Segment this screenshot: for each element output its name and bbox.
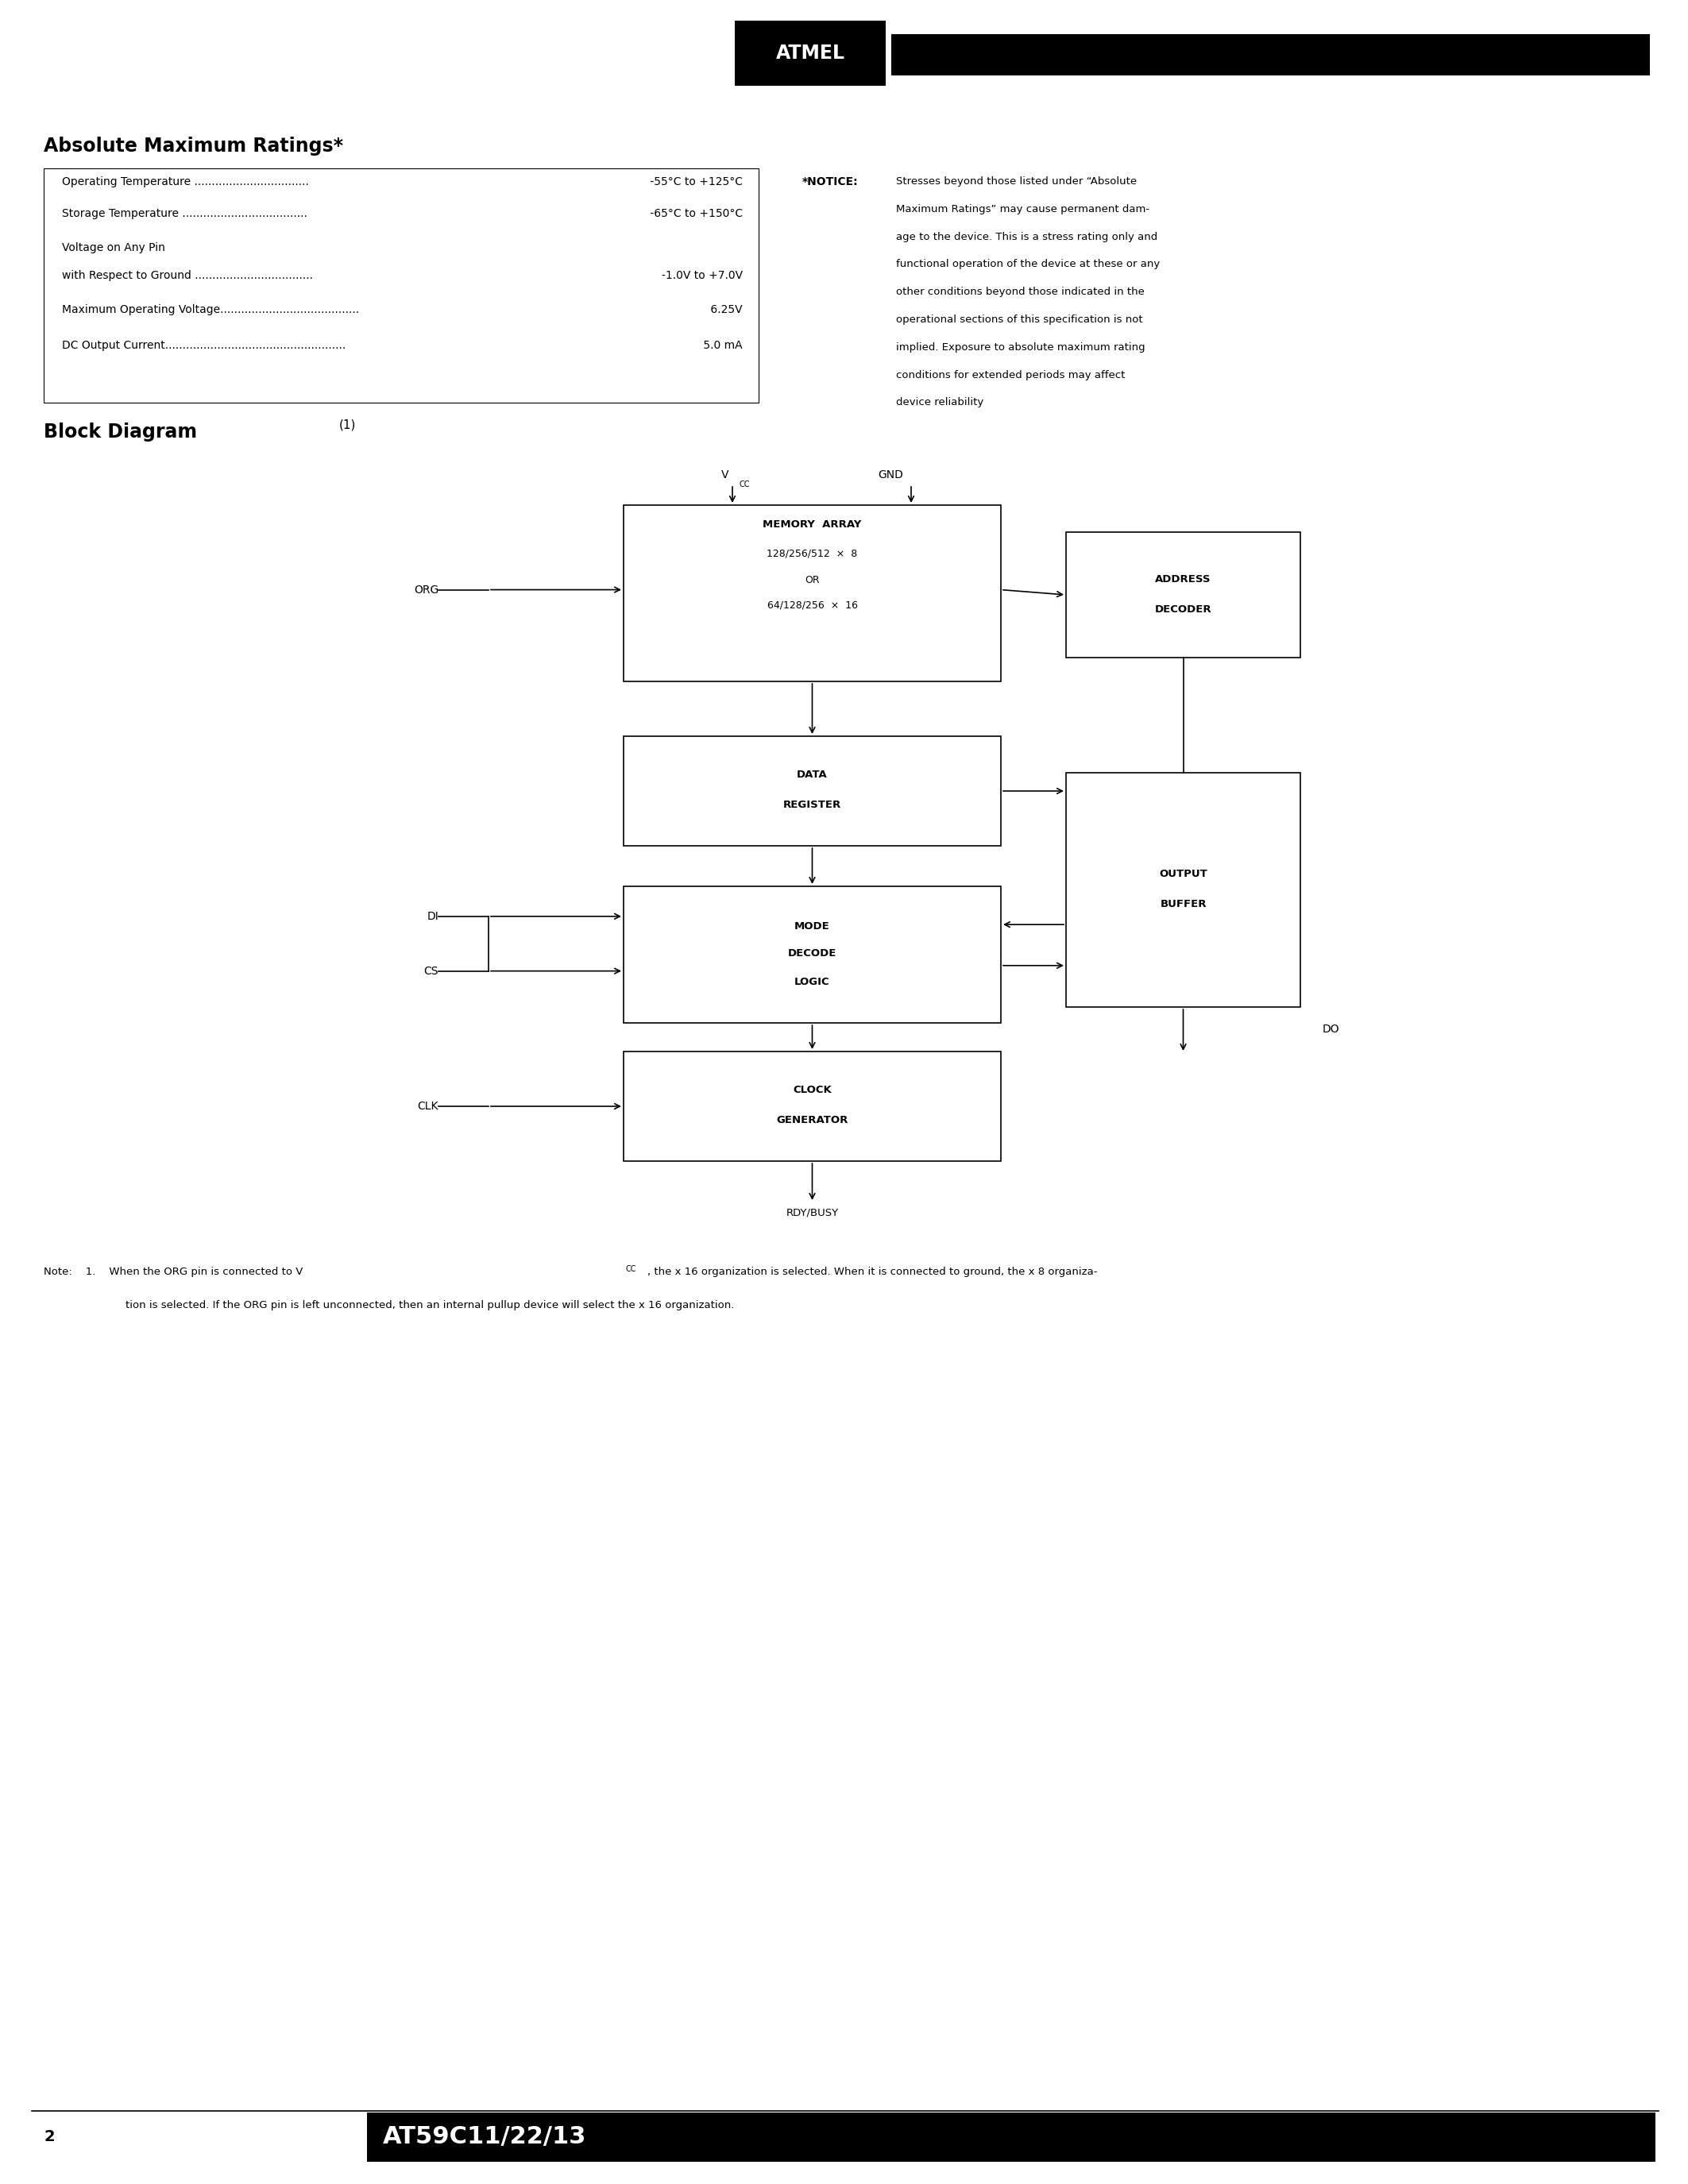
Text: MEMORY  ARRAY: MEMORY ARRAY xyxy=(763,520,861,531)
Text: Absolute Maximum Ratings*: Absolute Maximum Ratings* xyxy=(44,138,343,155)
Text: other conditions beyond those indicated in the: other conditions beyond those indicated … xyxy=(896,286,1144,297)
Text: 128/256/512  ×  8: 128/256/512 × 8 xyxy=(766,548,858,559)
Text: Maximum Operating Voltage........................................: Maximum Operating Voltage...............… xyxy=(62,304,360,314)
Text: 5.0 mA: 5.0 mA xyxy=(701,341,743,352)
Text: DI: DI xyxy=(427,911,439,922)
Text: device reliability: device reliability xyxy=(896,397,984,408)
Bar xyxy=(1067,773,1300,1007)
Text: LOGIC: LOGIC xyxy=(795,976,830,987)
Text: *NOTICE:: *NOTICE: xyxy=(802,177,859,188)
Text: (1): (1) xyxy=(339,419,356,430)
Text: Stresses beyond those listed under “Absolute: Stresses beyond those listed under “Abso… xyxy=(896,177,1136,186)
Text: RDY/BUSY: RDY/BUSY xyxy=(787,1208,839,1216)
Text: CS: CS xyxy=(424,965,439,976)
Text: 64/128/256  ×  16: 64/128/256 × 16 xyxy=(766,601,858,612)
Text: Note:    1.    When the ORG pin is connected to V: Note: 1. When the ORG pin is connected t… xyxy=(44,1267,302,1278)
Text: BUFFER: BUFFER xyxy=(1160,900,1207,909)
Text: ORG: ORG xyxy=(414,583,439,596)
Text: ATMEL: ATMEL xyxy=(776,44,844,63)
Text: 6.25V: 6.25V xyxy=(707,304,743,314)
Text: with Respect to Ground ..................................: with Respect to Ground .................… xyxy=(62,271,312,282)
Text: CLOCK: CLOCK xyxy=(793,1085,832,1096)
Text: Operating Temperature .................................: Operating Temperature ..................… xyxy=(62,177,309,188)
Text: Voltage on Any Pin: Voltage on Any Pin xyxy=(62,242,165,253)
Text: 2: 2 xyxy=(44,2129,54,2145)
Text: ADDRESS: ADDRESS xyxy=(1155,574,1212,583)
Bar xyxy=(891,35,1649,76)
Bar xyxy=(366,2112,1656,2162)
Text: GND: GND xyxy=(878,470,903,480)
Text: DC Output Current....................................................: DC Output Current.......................… xyxy=(62,341,346,352)
Text: MODE: MODE xyxy=(795,922,830,930)
Text: CC: CC xyxy=(625,1265,636,1273)
Text: conditions for extended periods may affect: conditions for extended periods may affe… xyxy=(896,369,1126,380)
Bar xyxy=(1067,533,1300,657)
Text: age to the device. This is a stress rating only and: age to the device. This is a stress rati… xyxy=(896,232,1158,242)
Bar xyxy=(623,505,1001,681)
Text: functional operation of the device at these or any: functional operation of the device at th… xyxy=(896,260,1160,269)
Text: DECODE: DECODE xyxy=(788,948,837,959)
Text: REGISTER: REGISTER xyxy=(783,799,841,810)
Bar xyxy=(623,1051,1001,1162)
Text: tion is selected. If the ORG pin is left unconnected, then an internal pullup de: tion is selected. If the ORG pin is left… xyxy=(125,1299,734,1310)
Text: Block Diagram: Block Diagram xyxy=(44,422,197,441)
Text: Maximum Ratings” may cause permanent dam-: Maximum Ratings” may cause permanent dam… xyxy=(896,203,1150,214)
Text: AT59C11/22/13: AT59C11/22/13 xyxy=(383,2125,586,2149)
Text: GENERATOR: GENERATOR xyxy=(776,1116,847,1125)
Text: Storage Temperature ....................................: Storage Temperature ....................… xyxy=(62,207,307,218)
Text: CLK: CLK xyxy=(417,1101,439,1112)
Text: -65°C to +150°C: -65°C to +150°C xyxy=(647,207,743,218)
Bar xyxy=(623,887,1001,1022)
Bar xyxy=(44,168,758,402)
Text: operational sections of this specification is not: operational sections of this specificati… xyxy=(896,314,1143,325)
Text: OUTPUT: OUTPUT xyxy=(1160,869,1207,880)
Text: implied. Exposure to absolute maximum rating: implied. Exposure to absolute maximum ra… xyxy=(896,343,1144,352)
Text: DO: DO xyxy=(1323,1024,1340,1035)
Text: DECODER: DECODER xyxy=(1155,605,1212,614)
Bar xyxy=(734,20,886,85)
Text: , the x 16 organization is selected. When it is connected to ground, the x 8 org: , the x 16 organization is selected. Whe… xyxy=(648,1267,1097,1278)
Text: -55°C to +125°C: -55°C to +125°C xyxy=(647,177,743,188)
Text: OR: OR xyxy=(805,574,820,585)
Text: DATA: DATA xyxy=(797,771,827,780)
Bar xyxy=(623,736,1001,845)
Text: CC: CC xyxy=(739,480,749,489)
Text: V: V xyxy=(721,470,729,480)
Text: -1.0V to +7.0V: -1.0V to +7.0V xyxy=(662,271,743,282)
